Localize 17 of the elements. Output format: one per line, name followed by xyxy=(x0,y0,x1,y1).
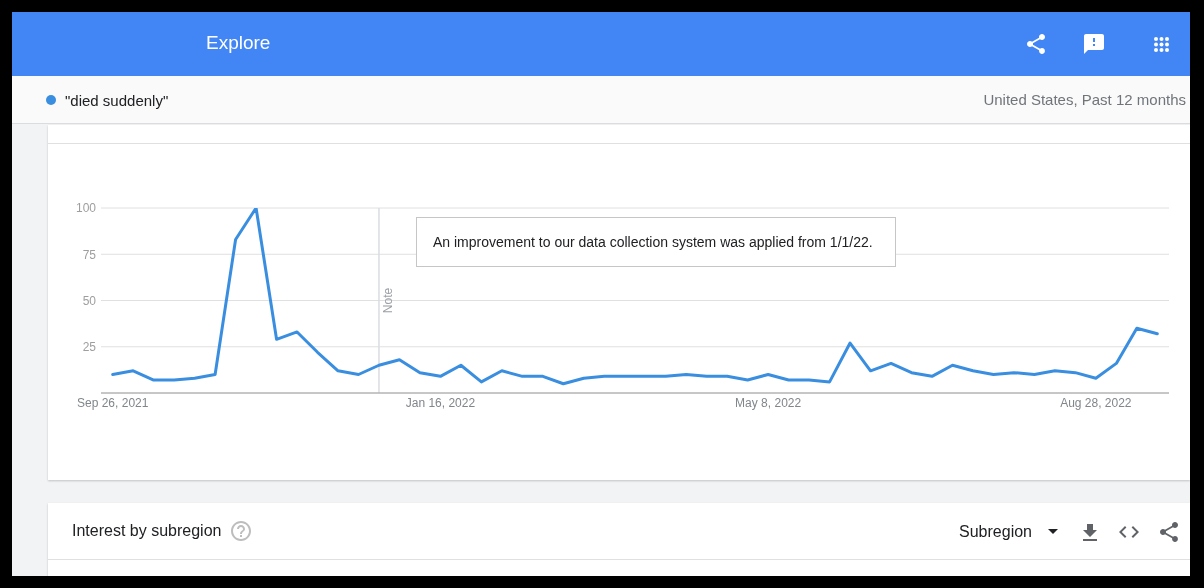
note-box: An improvement to our data collection system was applied from 1/1/22. xyxy=(416,217,896,267)
text: Interest by subregion xyxy=(72,522,222,539)
chart-title: Explore xyxy=(206,32,271,53)
ref-line-label: Note xyxy=(380,287,395,314)
y-tick-label: 25 xyxy=(82,340,97,355)
y-tick-label: 50 xyxy=(82,293,97,308)
annotation: An improvement to our data collection system was applied from 1/1/22. xyxy=(433,234,873,250)
x-tick-label: Jan 16, 2022 xyxy=(405,395,476,410)
x-tick-label: Aug 28, 2022 xyxy=(1060,395,1132,410)
chart-subtitle: United States, Past 12 months xyxy=(983,91,1186,108)
y-tick-label: 100 xyxy=(75,201,97,216)
x-tick-label: Sep 26, 2021 xyxy=(77,395,149,410)
legend-label: "died suddenly" xyxy=(65,91,169,109)
y-tick-label: 75 xyxy=(82,247,97,262)
text: Subregion xyxy=(959,523,1032,540)
line-series xyxy=(111,208,1159,386)
x-tick-label: May 8, 2022 xyxy=(735,395,802,410)
